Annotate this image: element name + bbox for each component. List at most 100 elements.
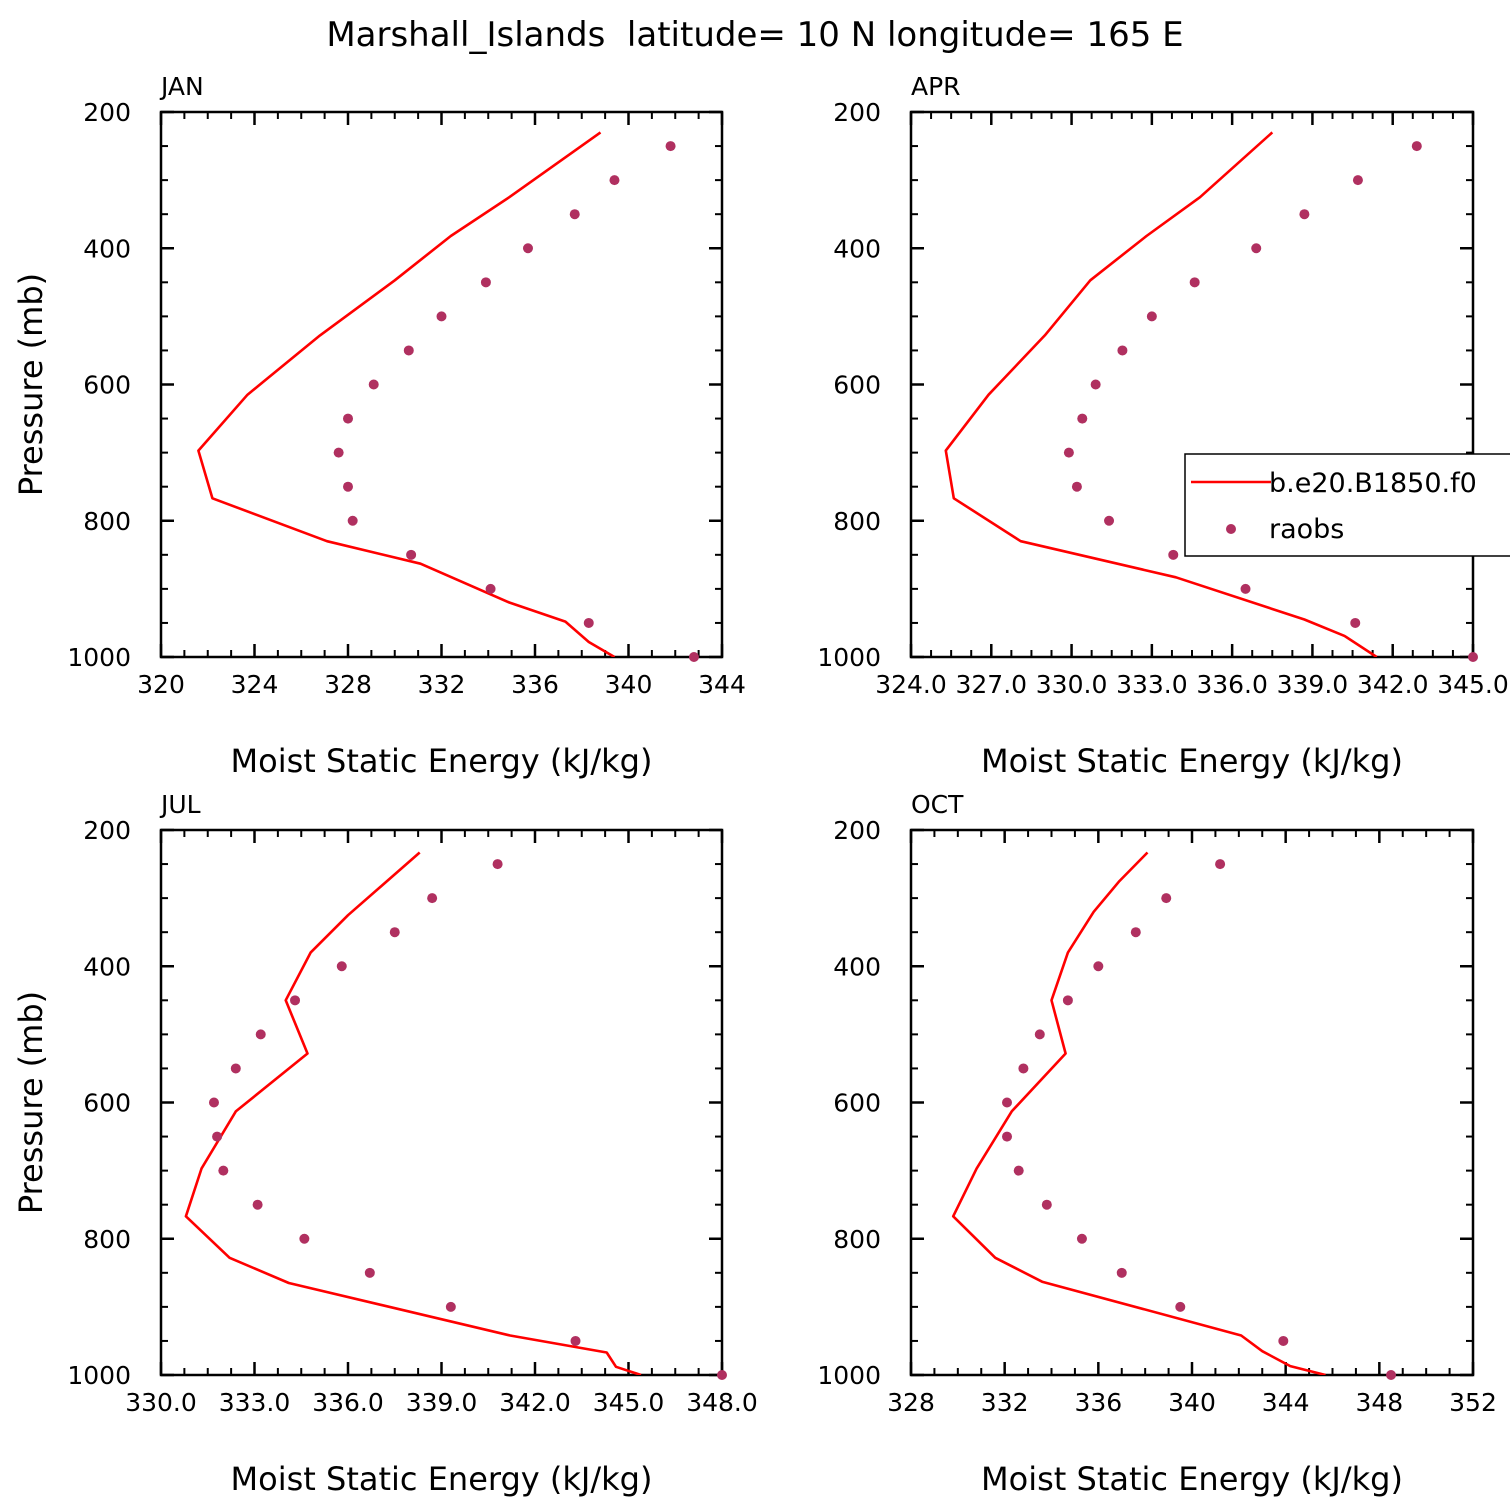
y-tick-label: 600 [833,1089,881,1118]
x-tick-label: 320 [137,670,185,699]
raobs-point [1071,481,1082,492]
y-tick-label: 600 [833,371,881,400]
model-line [951,851,1326,1375]
raobs-point [492,859,503,870]
y-tick-label: 1000 [817,1361,881,1390]
legend: b.e20.B1850.f0 raobs [1184,453,1510,557]
raobs-point [230,1063,241,1074]
raobs-point [208,1097,219,1108]
raobs-point [1013,1165,1024,1176]
x-tick-label: 345.0 [593,1388,665,1417]
panel-label: JAN [159,72,204,101]
x-tick-label: 336.0 [1196,670,1268,699]
plot-frame [909,828,1475,1377]
raobs-point [1175,1301,1186,1312]
raobs-point [389,927,400,938]
raobs-point [333,447,344,458]
raobs-point [1002,1097,1013,1108]
raobs-point [436,311,447,322]
x-tick-label: 332 [418,670,466,699]
raobs-point [1411,141,1422,152]
model-line [184,851,642,1375]
y-tick-label: 400 [833,234,881,263]
x-tick-label: 328 [887,1388,935,1417]
raobs-point [445,1301,456,1312]
y-tick-label: 600 [83,1089,131,1118]
raobs-point [1063,447,1074,458]
raobs-point [1189,277,1200,288]
raobs-point [212,1131,223,1142]
x-axis-title: Moist Static Energy (kJ/kg) [981,1460,1403,1498]
y-tick-label: 1000 [67,1361,131,1390]
x-tick-label: 324 [231,670,279,699]
raobs-point [1117,345,1128,356]
y-tick-label: 400 [83,952,131,981]
raobs-point [364,1267,375,1278]
raobs-point [252,1199,263,1210]
y-tick-label: 1000 [67,643,131,672]
series-group [944,131,1378,657]
y-tick-label: 200 [83,98,131,127]
raobs-point [347,515,358,526]
raobs-point [1240,583,1251,594]
series-group [951,851,1326,1375]
panel-jul: 330.0 333.0 336.0 339.0 342.0 345.0 348.0 200 40… [12,790,758,1498]
raobs-point [609,175,620,186]
raobs-point [343,413,353,424]
raobs-point [1350,617,1361,628]
raobs-point [290,995,301,1006]
x-tick-label: 339.0 [406,1388,478,1417]
raobs-point [480,277,491,288]
x-tick-label: 336 [511,670,559,699]
x-tick-label: 340 [605,670,653,699]
panel-label: APR [911,72,961,101]
raobs-point [569,209,580,220]
x-tick-label: 352 [1449,1388,1497,1417]
raobs-point [1251,243,1262,254]
raobs-point [1130,927,1141,938]
x-tick-label: 348 [1355,1388,1403,1417]
y-axis-title: Pressure (mb) [12,273,50,496]
panel-apr: 324.0 327.0 330.0 333.0 336.0 339.0 342.0 345.0… [817,72,1510,780]
plot-frame [909,110,1475,659]
raobs-point [1077,413,1088,424]
raobs-point [1062,995,1073,1006]
y-tick-label: 200 [833,98,881,127]
raobs-point [1146,311,1157,322]
x-axis-title: Moist Static Energy (kJ/kg) [981,742,1403,780]
y-tick-label: 200 [833,816,881,845]
legend-label-raobs: raobs [1269,514,1344,545]
plot-frame [159,110,724,659]
raobs-point [485,583,496,594]
x-tick-label: 345.0 [1437,670,1509,699]
raobs-point [1468,652,1478,662]
raobs-point [583,617,594,628]
series-group [197,131,616,657]
y-tick-label: 400 [83,234,131,263]
legend-box [1184,453,1510,557]
raobs-point [299,1233,310,1244]
y-tick-label: 200 [83,816,131,845]
legend-marker-swatch [1226,524,1236,534]
raobs-point [343,481,353,492]
raobs-point [1041,1199,1052,1210]
x-tick-label: 342.0 [499,1388,571,1417]
x-tick-label: 327.0 [955,670,1027,699]
raobs-point [406,549,417,560]
raobs-point [522,243,533,254]
y-tick-label: 400 [833,952,881,981]
x-tick-label: 333.0 [1116,670,1188,699]
panel-oct: 328 332 336 340 344 348 352 200 400 600 800 1000 OCT… [817,790,1496,1498]
x-axis-title: Moist Static Energy (kJ/kg) [231,1460,653,1498]
x-tick-label: 328 [324,670,372,699]
raobs-point [717,1370,727,1380]
raobs-point [1299,209,1310,220]
x-tick-label: 336.0 [312,1388,384,1417]
raobs-point [368,379,379,390]
figure-title: Marshall_Islands latitude= 10 N longitud… [326,15,1183,55]
x-tick-label: 344 [1262,1388,1310,1417]
legend-label-model: b.e20.B1850.f0 [1269,468,1477,499]
raobs-point [1278,1335,1289,1346]
panel-jan: 320 324 328 332 336 340 344 200 400 600 800 1000 JAN… [12,72,746,780]
